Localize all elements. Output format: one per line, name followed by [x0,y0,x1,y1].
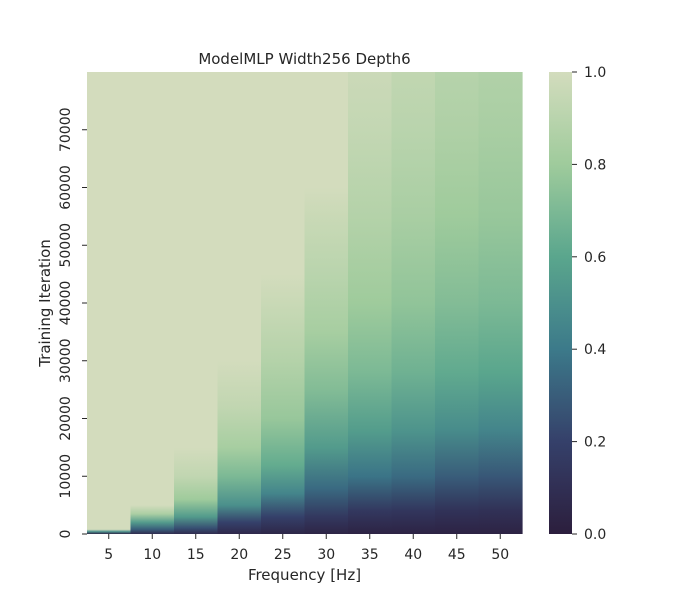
y-tick-label: 30000 [58,338,74,383]
y-tick-label: 50000 [58,223,74,268]
heatmap-column-10hz [130,72,175,534]
colorbar-tick-label: 0.2 [584,435,606,451]
y-axis-ticks: 0 10000 20000 30000 40000 50000 60000 70000 [58,107,87,538]
x-tick-label: 15 [187,547,205,563]
x-tick-label: 40 [404,547,422,563]
heatmap-column-20hz [217,72,262,534]
colorbar [549,72,572,534]
y-tick-label: 40000 [58,281,74,326]
heatmap-cells [87,72,523,534]
heatmap-column-25hz [261,72,306,534]
colorbar-tick-label: 0.0 [584,527,606,543]
x-tick-label: 25 [274,547,292,563]
chart-title: ModelMLP Width256 Depth6 [198,50,410,68]
x-tick-label: 35 [361,547,379,563]
x-tick-label: 45 [448,547,466,563]
y-tick-label: 70000 [58,107,74,152]
x-tick-label: 30 [317,547,335,563]
colorbar-ticks: 0.0 0.2 0.4 0.6 0.8 1.0 [572,65,606,543]
y-tick-label: 60000 [58,165,74,210]
heatmap-column-40hz [391,72,436,534]
colorbar-tick-label: 0.4 [584,342,606,358]
colorbar-tick-label: 1.0 [584,65,606,81]
heatmap-column-45hz [435,72,480,534]
x-tick-label: 5 [104,547,113,563]
y-tick-label: 10000 [58,454,74,499]
x-tick-label: 10 [143,547,161,563]
y-axis-label: Training Iteration [36,239,54,368]
x-axis-label: Frequency [Hz] [248,566,361,584]
colorbar-tick-label: 0.6 [584,250,606,266]
heatmap-column-30hz [304,72,349,534]
colorbar-tick-label: 0.8 [584,157,606,173]
y-tick-label: 20000 [58,396,74,441]
x-tick-label: 20 [230,547,248,563]
y-tick-label: 0 [58,530,74,539]
x-tick-label: 50 [491,547,509,563]
heatmap-column-35hz [348,72,393,534]
heatmap-column-5hz [87,72,132,534]
x-axis-ticks: 5 10 15 20 25 30 35 40 45 50 [104,534,509,563]
heatmap-column-15hz [174,72,219,534]
heatmap-column-50hz [478,72,523,534]
